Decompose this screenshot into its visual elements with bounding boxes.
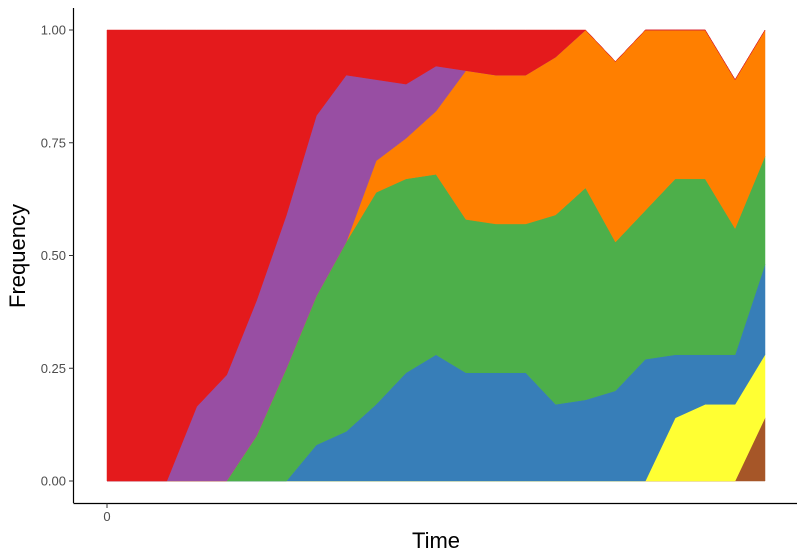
y-tick-label: 1.00	[41, 23, 66, 38]
x-tick-label: 0	[103, 509, 110, 524]
y-axis-title: Frequency	[5, 204, 30, 308]
y-ticks: 0.00 0.25 0.50 0.75 1.00	[41, 23, 74, 489]
area-layer	[106, 29, 766, 482]
x-ticks: 0	[103, 503, 111, 524]
y-tick-label: 0.75	[41, 135, 66, 150]
y-tick-label: 0.25	[41, 361, 66, 376]
y-tick-label: 0.00	[41, 474, 66, 489]
area-series-6	[106, 29, 766, 482]
x-axis-title: Time	[412, 528, 460, 553]
y-tick-label: 0.50	[41, 248, 66, 263]
